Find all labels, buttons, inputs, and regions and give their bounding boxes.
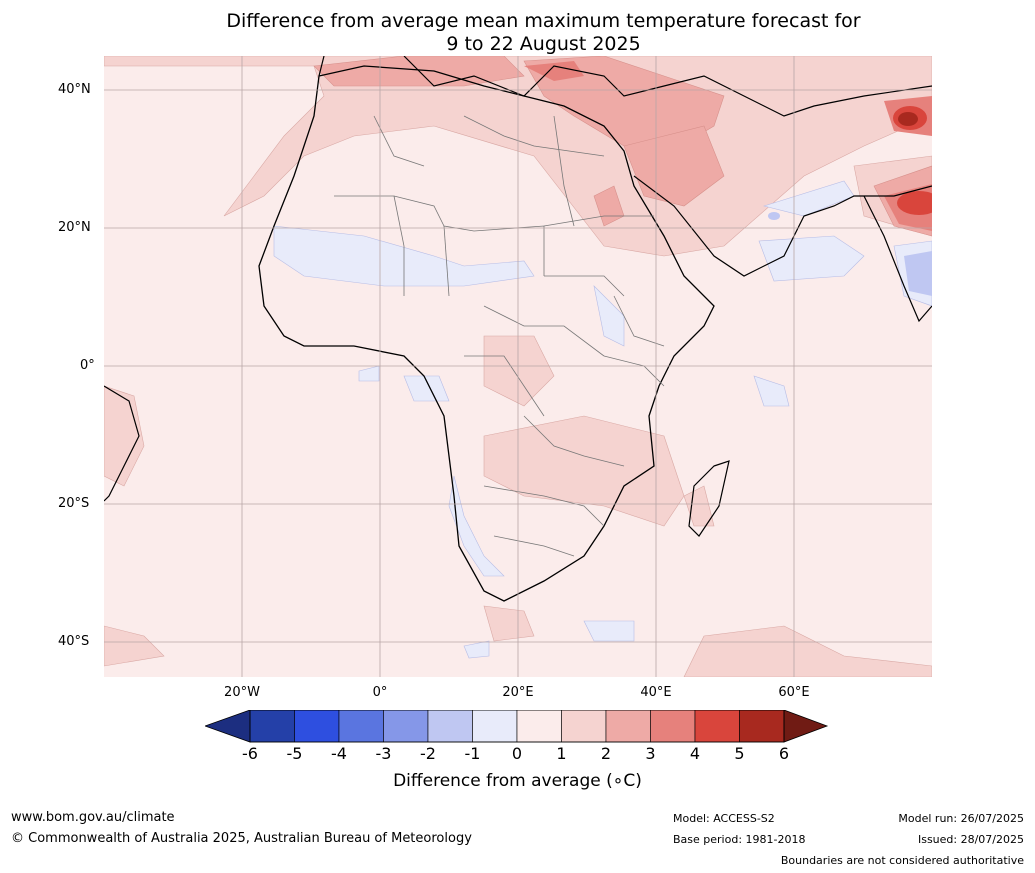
colorbar-segment [650, 710, 696, 743]
map-svg [104, 56, 932, 677]
footer-base-period: Base period: 1981-2018 [673, 833, 806, 846]
footer-model: Model: ACCESS-S2 [673, 812, 775, 825]
lon-label-0: 0° [372, 685, 388, 700]
forecast-map [104, 56, 932, 677]
india-coastline [863, 195, 932, 323]
lat-label-40n: 40°N [58, 82, 91, 97]
colorbar-tick-label: 1 [556, 744, 567, 763]
colorbar-segment [294, 710, 340, 743]
colorbar-segment [249, 710, 295, 743]
footer-website[interactable]: www.bom.gov.au/climate [11, 810, 175, 825]
colorbar [205, 710, 829, 743]
colorbar-segments [249, 710, 785, 743]
colorbar-tick-label: 6 [778, 744, 790, 763]
africa-coastline [258, 65, 715, 602]
colorbar-tick-label: -2 [420, 744, 436, 763]
lon-label-20w: 20°W [224, 685, 260, 700]
colorbar-segment [516, 710, 562, 743]
south-america-coastline [104, 385, 140, 502]
madagascar-coastline [688, 460, 730, 537]
title-line-2: 9 to 22 August 2025 [446, 33, 641, 55]
map-title: Difference from average mean maximum tem… [0, 10, 1035, 56]
colorbar-segment [605, 710, 651, 743]
lat-label-20n: 20°N [58, 220, 91, 235]
footer-model-run: Model run: 26/07/2025 [898, 812, 1024, 825]
colorbar-tick-label: -3 [375, 744, 392, 763]
colorbar-segment [472, 710, 518, 743]
lon-label-20e: 20°E [502, 685, 534, 700]
colorbar-segment [383, 710, 429, 743]
colorbar-segment [561, 710, 607, 743]
lat-label-20s: 20°S [58, 496, 90, 511]
footer-issued: Issued: 28/07/2025 [917, 833, 1024, 846]
colorbar-tick-label: 0 [511, 744, 523, 763]
europe-coastline [318, 56, 932, 117]
colorbar-tick-label: -5 [286, 744, 303, 763]
anomaly-5-6 [898, 112, 918, 126]
colorbar-extend-high [783, 710, 829, 743]
country-boundaries [334, 115, 665, 557]
lat-label-0: 0° [80, 358, 95, 373]
colorbar-segment [739, 710, 785, 743]
colorbar-segment [338, 710, 384, 743]
colorbar-segment [694, 710, 740, 743]
lon-label-60e: 60°E [778, 685, 810, 700]
lon-label-40e: 40°E [640, 685, 672, 700]
colorbar-label: Difference from average (∘C) [393, 771, 642, 791]
colorbar-tick-label: -6 [242, 744, 258, 763]
colorbar-extend-low [205, 710, 251, 743]
colorbar-tick-label: 5 [734, 744, 745, 763]
lat-label-40s: 40°S [58, 634, 90, 649]
footer-copyright: © Commonwealth of Australia 2025, Austra… [11, 831, 472, 846]
colorbar-tick-label: 2 [600, 744, 612, 763]
graticule [104, 56, 932, 677]
colorbar-tick-label: -1 [464, 744, 481, 763]
title-line-1: Difference from average mean maximum tem… [226, 10, 861, 32]
colorbar-tick-label: 4 [689, 744, 701, 763]
colorbar-tick-label: 3 [645, 744, 656, 763]
footer-disclaimer: Boundaries are not considered authoritat… [780, 854, 1024, 867]
colorbar-tick-label: -4 [331, 744, 347, 763]
colorbar-segment [427, 710, 473, 743]
anomaly-minus2-minus1 [768, 212, 932, 296]
colorbar-outline [249, 710, 785, 743]
